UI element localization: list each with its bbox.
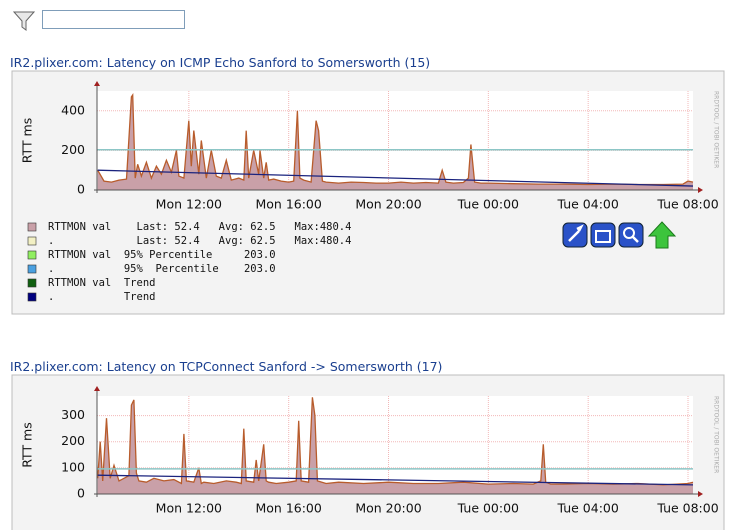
legend-swatch	[27, 236, 37, 246]
view-button[interactable]	[590, 222, 616, 248]
y-tick-label: 300	[61, 407, 85, 422]
side-text: RRDTOOL / TOBI OETIKER	[713, 91, 720, 168]
y-tick-label: 400	[61, 102, 85, 117]
series-line	[97, 397, 694, 486]
x-tick-label: Tue 00:00	[457, 197, 519, 212]
y-tick-label: 0	[77, 486, 85, 501]
x-tick-label: Mon 16:00	[255, 197, 321, 212]
axis-arrow	[698, 491, 703, 497]
x-tick-label: Tue 00:00	[457, 501, 519, 516]
filter-input[interactable]	[42, 10, 185, 29]
side-text: RRDTOOL / TOBI OETIKER	[713, 396, 720, 473]
x-tick-label: Mon 12:00	[156, 197, 222, 212]
zoom-button[interactable]	[618, 222, 644, 248]
series-area	[97, 95, 693, 190]
legend-text: . Last: 52.4 Avg: 62.5 Max:480.4	[48, 235, 351, 247]
filter-icon	[12, 11, 36, 31]
legend-swatch	[27, 278, 37, 288]
legend-text: RTTMON val Trend	[48, 277, 155, 289]
legend-swatch	[27, 250, 37, 260]
x-tick-label: Mon 20:00	[355, 197, 421, 212]
legend-swatch	[27, 222, 37, 232]
y-tick-label: 100	[61, 459, 85, 474]
graph-buttons	[562, 221, 677, 249]
x-tick-label: Tue 04:00	[556, 197, 618, 212]
graph-title[interactable]: IR2.plixer.com: Latency on ICMP Echo San…	[10, 55, 431, 70]
axis-arrow	[94, 81, 100, 86]
trend-line	[97, 474, 694, 486]
x-tick-label: Tue 04:00	[556, 501, 618, 516]
x-tick-label: Tue 08:00	[656, 501, 718, 516]
series-area	[97, 397, 693, 494]
y-tick-label: 0	[77, 182, 85, 197]
axis-arrow	[94, 386, 100, 391]
axis-arrow	[698, 187, 703, 193]
legend-text: . 95% Percentile 203.0	[48, 263, 276, 275]
y-axis-label: RTT ms	[20, 422, 35, 468]
legend-text: RTTMON val Last: 52.4 Avg: 62.5 Max:480.…	[48, 221, 351, 233]
legend-text: . Trend	[48, 291, 155, 303]
graph-title[interactable]: IR2.plixer.com: Latency on TCPConnect Sa…	[10, 359, 443, 374]
x-tick-label: Mon 20:00	[355, 501, 421, 516]
legend-text: RTTMON val 95% Percentile 203.0	[48, 249, 276, 261]
up-button[interactable]	[647, 221, 677, 249]
y-axis-label: RTT ms	[20, 118, 35, 164]
trend-line	[97, 169, 694, 187]
x-tick-label: Mon 12:00	[156, 501, 222, 516]
x-tick-label: Mon 16:00	[255, 501, 321, 516]
y-tick-label: 200	[61, 433, 85, 448]
y-tick-label: 200	[61, 142, 85, 157]
legend-swatch	[27, 264, 37, 274]
legend-swatch	[27, 292, 37, 302]
x-tick-label: Tue 08:00	[656, 197, 718, 212]
